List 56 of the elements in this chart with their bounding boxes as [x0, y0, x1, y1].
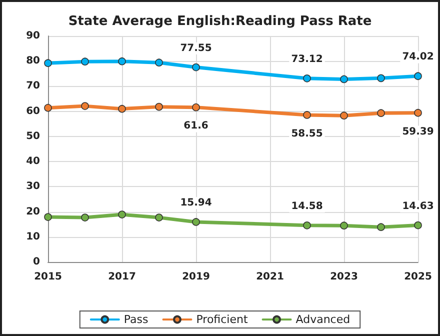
- y-tick-label: 70: [26, 80, 40, 92]
- y-tick-label: 10: [26, 231, 40, 242]
- point: [340, 75, 348, 84]
- x-tick-label: 2021: [256, 272, 284, 282]
- x-tick-label: 2017: [108, 272, 136, 282]
- point: [414, 72, 422, 80]
- legend-label: Advanced: [296, 313, 350, 326]
- data-label: 73.12: [291, 54, 323, 65]
- point: [44, 213, 52, 221]
- data-label: 14.58: [291, 200, 323, 212]
- point: [81, 58, 89, 66]
- y-tick-label: 60: [26, 106, 40, 117]
- point: [377, 74, 385, 82]
- point: [44, 104, 52, 112]
- data-label: 15.94: [180, 198, 212, 209]
- point: [155, 58, 163, 67]
- data-label: 74.02: [402, 52, 434, 63]
- x-tick-label: 2019: [182, 272, 210, 282]
- chart-title: State Average English:Reading Pass Rate: [68, 14, 372, 29]
- y-tick-label: 20: [26, 206, 40, 218]
- y-tick-label: 40: [26, 156, 40, 168]
- x-tick-label: 2015: [34, 272, 62, 282]
- point: [340, 112, 348, 120]
- y-tick-label: 0: [33, 256, 40, 268]
- x-tick-label: 2025: [404, 272, 432, 282]
- point: [118, 104, 126, 113]
- point: [377, 223, 385, 231]
- data-label: 58.55: [291, 128, 323, 140]
- point: [81, 102, 89, 110]
- point: [303, 221, 311, 230]
- point: [192, 63, 200, 72]
- data-label: 61.6: [184, 120, 208, 132]
- point: [192, 103, 200, 112]
- data-label: 59.39: [402, 126, 434, 138]
- point: [155, 102, 163, 111]
- point: [118, 57, 126, 66]
- point: [414, 108, 422, 117]
- y-tick-label: 30: [26, 181, 40, 192]
- data-label: 77.55: [180, 42, 212, 54]
- y-tick-label: 90: [26, 30, 40, 42]
- legend-label: Proficient: [196, 313, 248, 326]
- point: [118, 210, 126, 218]
- point: [192, 218, 200, 226]
- data-label: 14.63: [402, 200, 434, 212]
- point: [44, 59, 52, 68]
- point: [340, 222, 348, 230]
- y-tick-label: 80: [26, 56, 40, 67]
- y-tick-label: 50: [26, 130, 40, 142]
- point: [81, 214, 89, 222]
- point: [303, 111, 311, 119]
- legend-label: Pass: [124, 313, 149, 326]
- point: [377, 109, 385, 117]
- point: [414, 221, 422, 230]
- point: [303, 74, 311, 82]
- point: [155, 214, 163, 222]
- x-tick-label: 2023: [330, 272, 358, 282]
